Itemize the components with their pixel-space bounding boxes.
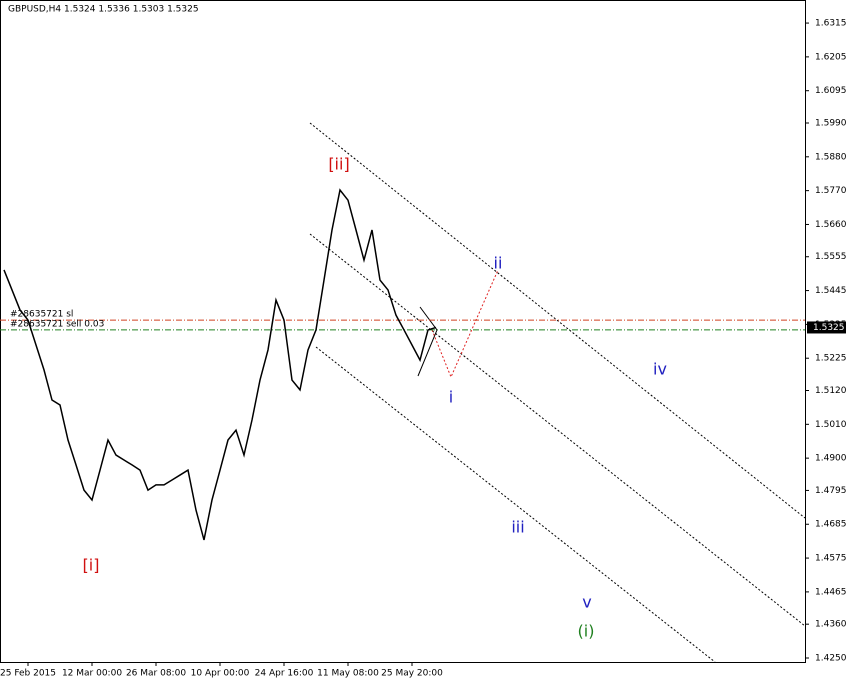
y-tick-label: 1.5880 bbox=[815, 152, 846, 162]
channel-line bbox=[315, 346, 716, 663]
y-tick-label: 1.6095 bbox=[815, 86, 846, 96]
y-tick-label: 1.5990 bbox=[815, 118, 846, 128]
y-tick-label: 1.4900 bbox=[815, 454, 846, 464]
order-label: #28635721 sell 0.03 bbox=[10, 319, 104, 329]
wave-label: (i) bbox=[578, 622, 595, 641]
y-tick-label: 1.5555 bbox=[815, 252, 846, 262]
x-tick-label: 26 Mar 08:00 bbox=[126, 669, 186, 679]
wave-label: iii bbox=[511, 518, 524, 537]
y-tick-label: 1.5445 bbox=[815, 286, 846, 296]
wave-label: [i] bbox=[83, 556, 100, 575]
y-tick-label: 1.4575 bbox=[815, 554, 846, 564]
x-tick-label: 25 Feb 2015 bbox=[0, 669, 56, 679]
x-tick-label: 24 Apr 16:00 bbox=[255, 669, 314, 679]
y-tick-label: 1.4465 bbox=[815, 587, 846, 597]
y-tick-label: 1.5120 bbox=[815, 386, 846, 396]
y-tick-label: 1.4360 bbox=[815, 620, 846, 630]
wave-label: v bbox=[582, 593, 591, 612]
wave-label: [ii] bbox=[328, 155, 349, 174]
y-tick-label: 1.5010 bbox=[815, 420, 846, 430]
wave-label: ii bbox=[494, 254, 503, 273]
triangle bbox=[417, 306, 438, 377]
y-tick-label: 1.5770 bbox=[815, 186, 846, 196]
y-tick-label: 1.5660 bbox=[815, 220, 846, 230]
y-tick-label: 1.6315 bbox=[815, 19, 846, 29]
projection bbox=[431, 269, 499, 379]
x-tick-label: 25 May 20:00 bbox=[381, 669, 443, 679]
order-label: #28635721 sl bbox=[10, 310, 73, 320]
y-tick-label: 1.4685 bbox=[815, 520, 846, 530]
x-tick-label: 10 Apr 00:00 bbox=[191, 669, 250, 679]
last-price-box bbox=[807, 321, 846, 334]
plot-frame bbox=[0, 0, 806, 663]
channel-line bbox=[309, 233, 806, 627]
wave-label: i bbox=[449, 388, 453, 407]
chart-title: GBPUSD,H4 1.5324 1.5336 1.5303 1.5325 bbox=[8, 5, 199, 15]
channel-line bbox=[309, 122, 806, 519]
y-tick-label: 1.4795 bbox=[815, 486, 846, 496]
x-tick-label: 11 May 08:00 bbox=[317, 669, 379, 679]
wave-label: iv bbox=[653, 360, 667, 379]
x-tick-label: 12 Mar 00:00 bbox=[62, 669, 122, 679]
y-tick-label: 1.5225 bbox=[815, 354, 846, 364]
last-price-label: 1.5325 bbox=[813, 323, 845, 333]
y-tick-label: 1.4250 bbox=[815, 654, 846, 664]
price-line bbox=[3, 188, 437, 541]
y-tick-label: 1.6205 bbox=[815, 52, 846, 62]
